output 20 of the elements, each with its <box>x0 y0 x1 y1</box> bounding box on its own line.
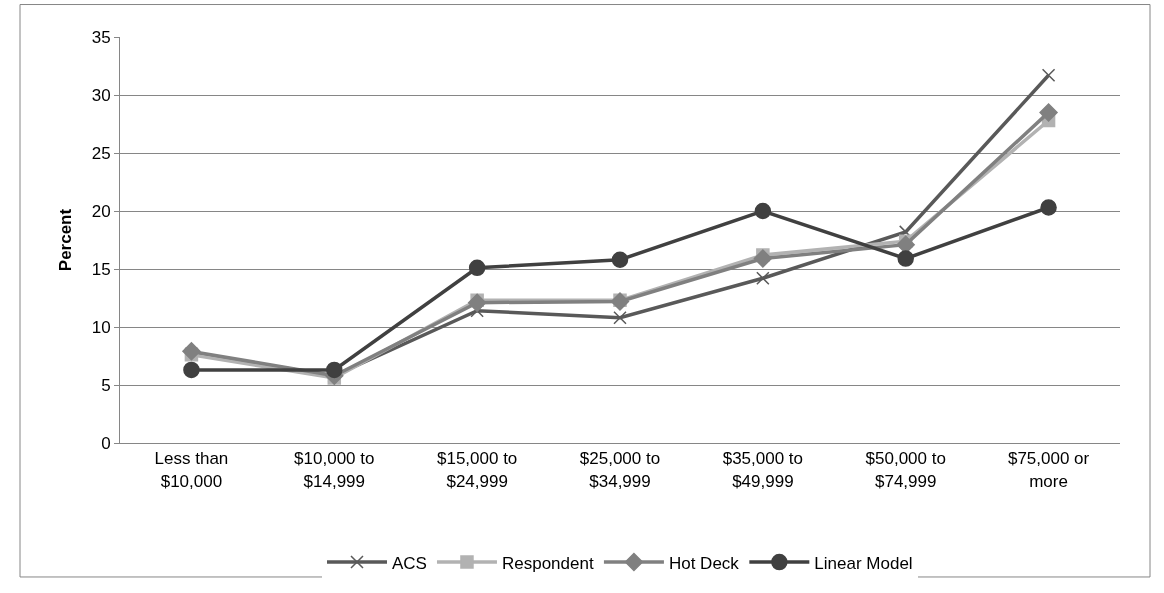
y-tick-label: 0 <box>101 433 111 453</box>
y-tick-label: 5 <box>101 375 111 395</box>
x-tick-label: $10,000 to $14,999 <box>294 449 375 491</box>
y-axis-title: Percent <box>56 208 76 272</box>
y-tick-label: 15 <box>91 259 111 279</box>
legend-label: ACS <box>392 553 427 573</box>
y-tick-label: 20 <box>91 201 111 221</box>
legend-label: Linear Model <box>814 553 913 573</box>
x-tick-label: Less than $10,000 <box>154 449 229 491</box>
y-tick-label: 35 <box>91 27 111 47</box>
y-tick-label: 30 <box>91 85 111 105</box>
x-tick-label: $35,000 to $49,999 <box>722 449 804 491</box>
y-tick-label: 25 <box>91 143 111 163</box>
y-tick-label: 10 <box>91 317 111 337</box>
legend-label: Respondent <box>501 553 594 573</box>
x-tick-label: $75,000 or more <box>1007 449 1090 491</box>
x-tick-label: $50,000 to $74,999 <box>865 449 946 491</box>
legend-label: Hot Deck <box>668 553 740 573</box>
x-tick-label: $25,000 to $34,999 <box>579 449 661 491</box>
x-tick-label: $15,000 to $24,999 <box>436 449 518 491</box>
